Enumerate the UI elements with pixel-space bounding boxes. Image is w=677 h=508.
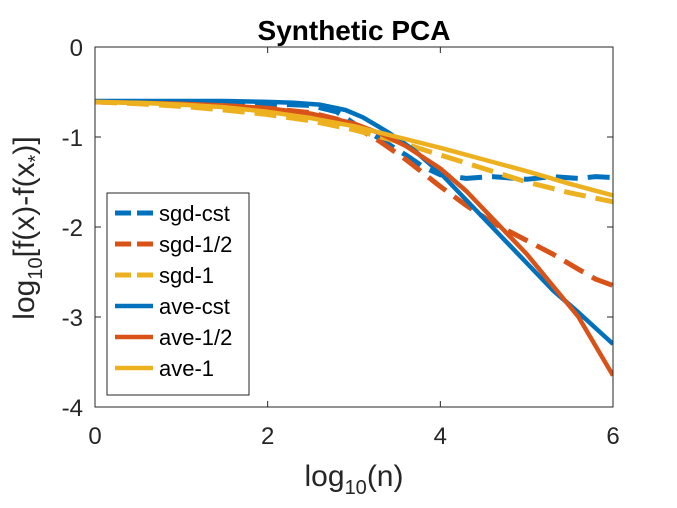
legend-box [106, 192, 250, 396]
legend-label: sgd-cst [159, 201, 230, 226]
y-tick-label: -1 [62, 125, 83, 152]
legend-label: ave-1 [159, 356, 214, 381]
y-tick-label: -2 [62, 215, 83, 242]
ticks-layer: 0 2 4 6 0 -1 -2 -3 -4 [62, 35, 620, 450]
y-tick-label: 0 [70, 35, 83, 62]
legend-label: ave-cst [159, 294, 230, 319]
x-tick-label: 4 [434, 423, 447, 450]
legend-label: ave-1/2 [159, 325, 232, 350]
legend-label: sgd-1/2 [159, 232, 232, 257]
series-line-sgd-1-2 [95, 99, 613, 288]
chart-title: Synthetic PCA [258, 15, 451, 46]
x-tick-label: 2 [261, 423, 274, 450]
series-line-ave-1 [95, 99, 613, 198]
legend-label: sgd-1 [159, 263, 214, 288]
y-tick-label: -3 [62, 305, 83, 332]
y-tick-label: -4 [62, 395, 83, 422]
series-line-sgd-1 [95, 99, 613, 205]
x-tick-label: 0 [88, 423, 101, 450]
x-tick-label: 6 [606, 423, 619, 450]
series-layer [95, 98, 613, 377]
x-axis-label: log10(n) [305, 460, 404, 499]
legend: sgd-cst sgd-1/2 sgd-1 ave-cst ave-1/2 ave-1 [106, 192, 250, 396]
y-axis-label: log10[f(x)-f(x*)] [8, 136, 47, 319]
series-line-ave-cst [95, 98, 613, 346]
